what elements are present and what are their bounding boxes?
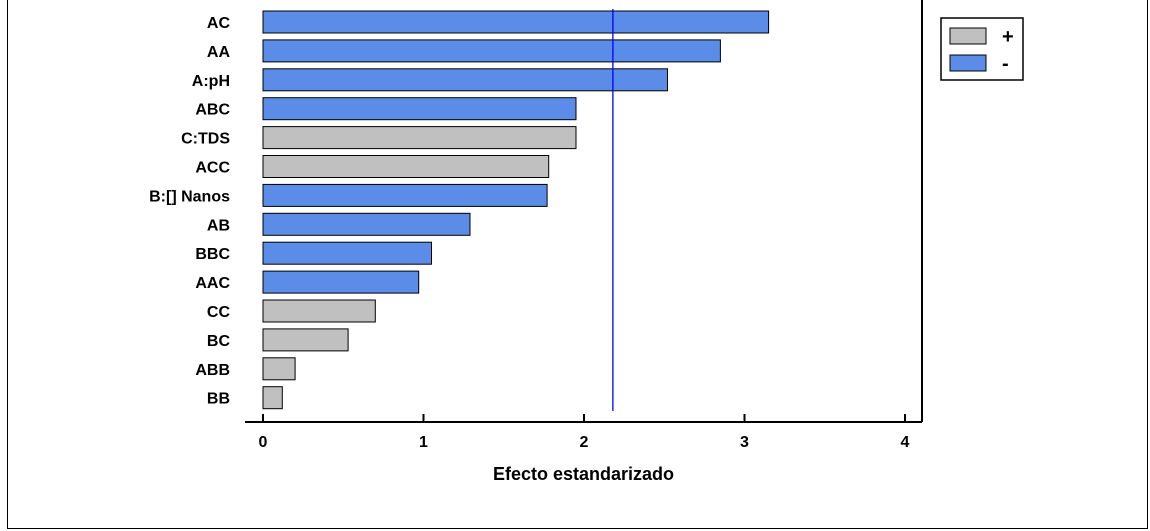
bar-ac	[262, 10, 770, 34]
category-label: ACC	[195, 160, 230, 177]
legend-swatch	[949, 54, 987, 72]
x-tick-label: 1	[419, 434, 428, 451]
legend: +-	[940, 17, 1024, 81]
category-label: BC	[207, 333, 231, 350]
bar-cc	[262, 299, 376, 323]
category-label: ABC	[195, 102, 230, 119]
legend-label: -	[1002, 53, 1009, 75]
category-label: AAC	[195, 275, 230, 292]
category-label: AC	[207, 15, 231, 32]
category-label: CC	[207, 304, 231, 321]
x-axis-title: Efecto estandarizado	[493, 464, 674, 484]
bar-c-tds	[262, 126, 577, 150]
x-tick-label: 0	[259, 434, 268, 451]
bars-group	[262, 10, 770, 410]
bar-bb	[262, 386, 283, 410]
x-tick-label: 3	[740, 434, 749, 451]
category-label: ABB	[195, 362, 230, 379]
bar-bbc	[262, 241, 432, 265]
bar-acc	[262, 155, 550, 178]
bar-ab	[262, 212, 471, 236]
category-label: BB	[207, 391, 230, 408]
x-axis-ticks: 0 1 2 3 4	[259, 414, 910, 451]
category-label: A:pH	[192, 73, 230, 90]
bar-aa	[262, 39, 721, 63]
bar-b-nanos	[262, 183, 548, 207]
category-label: BBC	[195, 246, 230, 263]
bar-bc	[262, 328, 349, 352]
category-label: AB	[207, 217, 230, 234]
bar-a-ph	[262, 68, 668, 92]
x-tick-label: 2	[580, 434, 589, 451]
category-label: B:[] Nanos	[149, 188, 230, 205]
bar-abc	[262, 97, 577, 121]
x-tick-label: 4	[901, 434, 910, 451]
legend-swatch	[949, 27, 987, 45]
category-label: AA	[207, 44, 231, 61]
legend-label: +	[1002, 26, 1014, 48]
category-label: C:TDS	[181, 131, 230, 148]
bar-aac	[262, 270, 420, 294]
bar-abb	[262, 357, 296, 381]
